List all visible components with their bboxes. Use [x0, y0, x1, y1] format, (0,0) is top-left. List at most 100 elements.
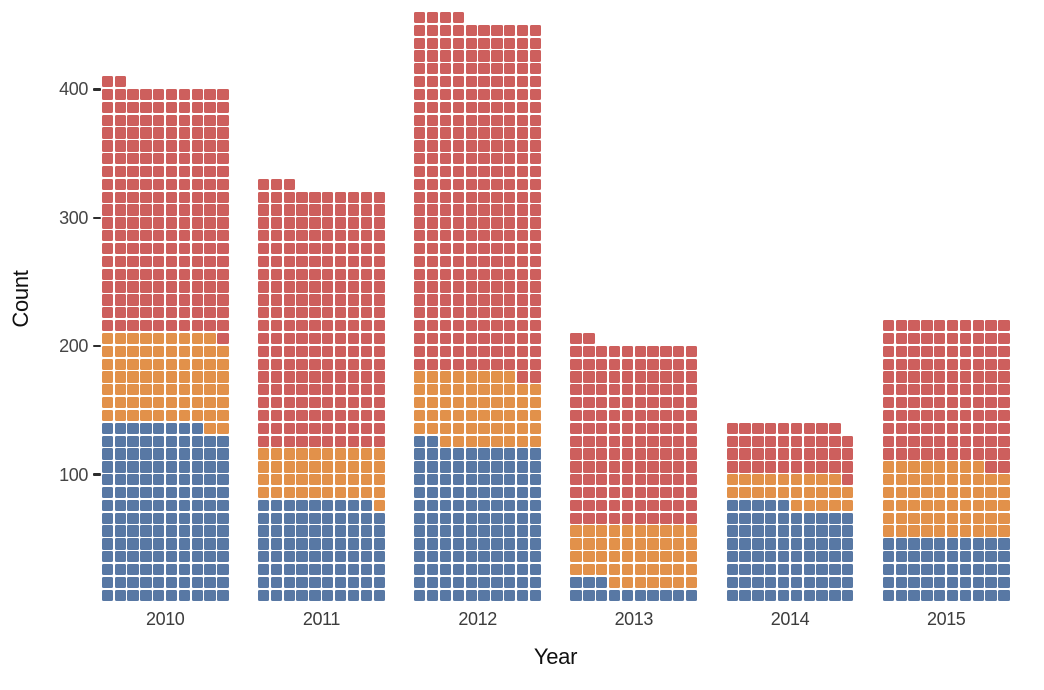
- waffle-square: [439, 153, 452, 165]
- waffle-square: [946, 538, 959, 550]
- waffle-square: [946, 435, 959, 447]
- waffle-square: [153, 114, 165, 126]
- waffle-square: [621, 525, 634, 537]
- waffle-square: [570, 461, 582, 473]
- waffle-square: [360, 191, 372, 203]
- waffle-square: [114, 397, 126, 409]
- waffle-square: [647, 576, 659, 589]
- waffle-square: [998, 589, 1010, 601]
- waffle-square: [752, 563, 764, 576]
- waffle-square: [439, 76, 452, 88]
- waffle-square: [178, 114, 191, 126]
- waffle-square: [491, 576, 503, 589]
- waffle-square: [153, 319, 165, 332]
- waffle-square: [529, 230, 542, 242]
- waffle-square: [829, 512, 841, 524]
- waffle-square: [165, 204, 178, 216]
- waffle-square: [908, 538, 920, 550]
- waffle-square: [204, 294, 216, 306]
- waffle-square: [882, 486, 895, 499]
- waffle-square: [452, 551, 464, 563]
- waffle-square: [491, 24, 503, 36]
- waffle-square: [414, 576, 426, 589]
- waffle-square: [452, 178, 464, 191]
- waffle-square: [529, 114, 542, 126]
- waffle-square: [596, 435, 608, 447]
- waffle-square: [427, 50, 439, 62]
- waffle-square: [726, 551, 738, 563]
- waffle-square: [204, 397, 216, 409]
- waffle-square: [127, 153, 139, 165]
- waffle-square: [270, 217, 283, 229]
- waffle-square: [283, 217, 295, 229]
- waffle-square: [296, 281, 308, 293]
- waffle-square: [427, 140, 439, 152]
- waffle-square: [465, 538, 477, 550]
- waffle-square: [127, 230, 139, 242]
- waffle-square: [465, 422, 477, 434]
- waffle-square: [414, 589, 426, 601]
- waffle-square: [608, 371, 621, 383]
- waffle-square: [465, 268, 477, 280]
- waffle-square: [959, 435, 972, 447]
- waffle-square: [647, 358, 659, 370]
- waffle-square: [257, 563, 270, 576]
- waffle-square: [165, 268, 178, 280]
- waffle-square: [178, 268, 191, 280]
- waffle-square: [726, 474, 738, 486]
- waffle-square: [101, 371, 114, 383]
- waffle-square: [439, 332, 452, 345]
- x-axis-tick-label-2012: 2012: [458, 609, 497, 629]
- waffle-square: [347, 358, 360, 370]
- waffle-square: [270, 576, 283, 589]
- waffle-square: [296, 230, 308, 242]
- waffle-square: [217, 512, 229, 524]
- waffle-square: [959, 345, 972, 357]
- waffle-square: [726, 486, 738, 499]
- waffle-square: [529, 384, 542, 396]
- waffle-square: [491, 435, 503, 447]
- y-axis-tick-label-200: 200: [59, 336, 88, 357]
- waffle-square: [842, 512, 854, 524]
- waffle-square: [660, 525, 672, 537]
- waffle-square: [204, 435, 216, 447]
- waffle-square: [114, 486, 126, 499]
- waffle-square: [360, 204, 372, 216]
- waffle-square: [347, 345, 360, 357]
- waffle-square: [529, 178, 542, 191]
- waffle-square: [414, 50, 426, 62]
- waffle-square: [427, 435, 439, 447]
- waffle-square: [660, 551, 672, 563]
- waffle-square: [529, 217, 542, 229]
- waffle-square: [685, 576, 698, 589]
- waffle-square: [752, 461, 764, 473]
- waffle-square: [478, 319, 490, 332]
- waffle-square: [465, 217, 477, 229]
- waffle-square: [427, 63, 439, 75]
- waffle-square: [660, 397, 672, 409]
- waffle-square: [347, 589, 360, 601]
- waffle-square: [621, 486, 634, 499]
- waffle-square: [634, 435, 646, 447]
- waffle-square: [583, 563, 595, 576]
- waffle-square: [204, 563, 216, 576]
- waffle-square: [373, 358, 385, 370]
- waffle-square: [685, 384, 698, 396]
- waffle-square: [296, 435, 308, 447]
- waffle-square: [621, 435, 634, 447]
- waffle-square: [191, 307, 203, 319]
- waffle-square: [322, 217, 334, 229]
- waffle-square: [803, 448, 815, 460]
- x-axis-tick-label-2011: 2011: [302, 609, 341, 629]
- waffle-square: [647, 461, 659, 473]
- waffle-square: [608, 512, 621, 524]
- waffle-square: [427, 512, 439, 524]
- waffle-square: [270, 409, 283, 422]
- waffle-square: [478, 127, 490, 139]
- waffle-square: [178, 101, 191, 113]
- waffle-square: [127, 345, 139, 357]
- waffle-square: [127, 448, 139, 460]
- waffle-square: [140, 268, 152, 280]
- waffle-square: [191, 191, 203, 203]
- waffle-square: [153, 140, 165, 152]
